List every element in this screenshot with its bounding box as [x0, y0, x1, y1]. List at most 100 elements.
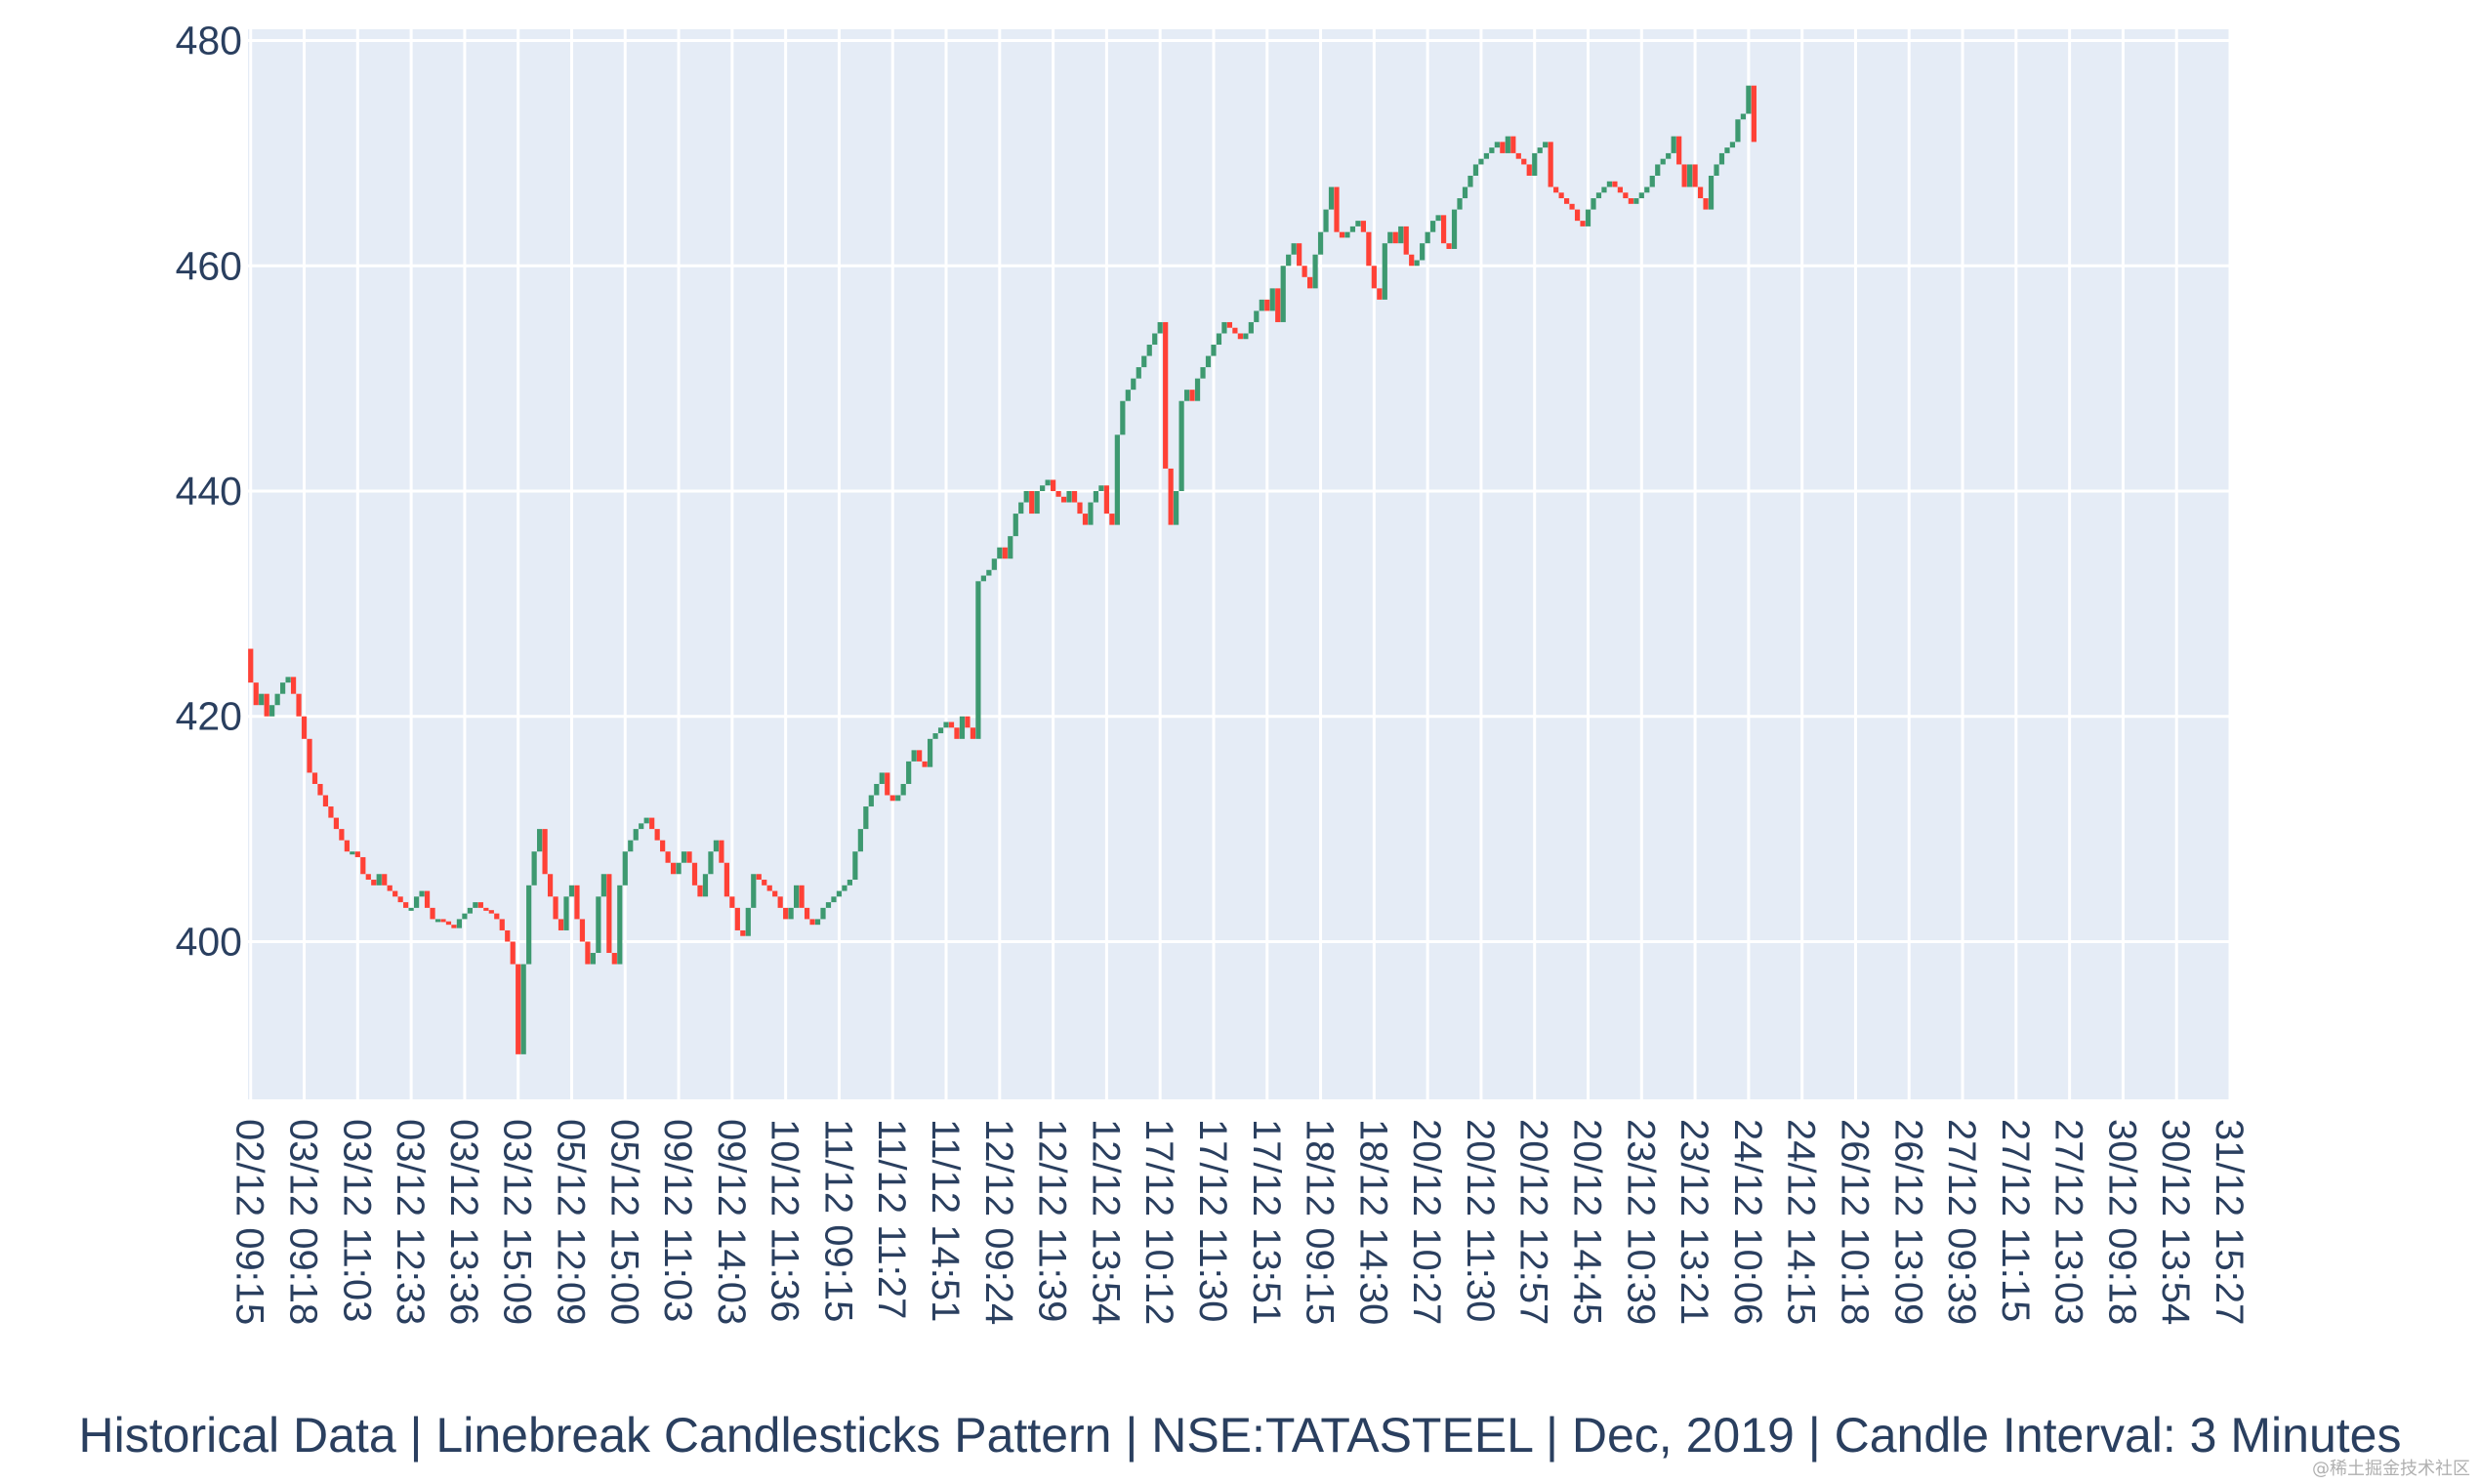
candle-decreasing	[777, 896, 783, 908]
candle-increasing	[1718, 152, 1725, 165]
candle-decreasing	[606, 874, 612, 954]
candle-increasing	[847, 880, 852, 886]
candle-decreasing	[510, 941, 516, 965]
candle-increasing	[1729, 142, 1736, 148]
x-tick-label: 31/12 15:27	[2208, 1119, 2251, 1325]
candle-decreasing	[740, 929, 746, 936]
candle-increasing	[702, 874, 709, 897]
candle-increasing	[1585, 209, 1591, 227]
x-tick-label: 17/12 10:12	[1137, 1119, 1180, 1325]
candle-decreasing	[734, 907, 740, 930]
candle-increasing	[1724, 147, 1730, 153]
candle-decreasing	[1002, 547, 1008, 559]
candles	[248, 85, 1757, 1054]
x-tick-label: 18/12 14:30	[1351, 1119, 1394, 1325]
candle-increasing	[852, 851, 858, 881]
x-tick-label: 20/12 10:27	[1405, 1119, 1448, 1325]
candle-decreasing	[1446, 243, 1452, 249]
candle-decreasing	[1703, 198, 1709, 210]
candle-increasing	[1387, 231, 1393, 244]
plot-background	[248, 29, 2230, 1099]
candle-decreasing	[665, 851, 671, 863]
candle-decreasing	[948, 721, 955, 728]
candle-decreasing	[360, 856, 366, 875]
candle-decreasing	[1055, 491, 1061, 497]
candle-decreasing	[1307, 276, 1313, 289]
candle-decreasing	[579, 919, 586, 942]
candle-increasing	[1451, 209, 1458, 249]
y-tick-label: 480	[176, 19, 242, 63]
candle-decreasing	[585, 941, 591, 965]
candle-increasing	[633, 829, 639, 841]
candle-increasing	[1013, 514, 1018, 537]
candle-decreasing	[1377, 288, 1383, 300]
candle-decreasing	[483, 907, 489, 911]
candle-increasing	[1595, 192, 1602, 199]
candle-increasing	[1157, 321, 1163, 334]
candle-decreasing	[1237, 333, 1243, 340]
x-tick-label: 09/12 11:03	[656, 1119, 699, 1322]
candle-decreasing	[1558, 192, 1564, 199]
x-tick-label: 12/12 13:54	[1084, 1119, 1127, 1325]
candle-decreasing	[1681, 164, 1687, 187]
candle-decreasing	[248, 648, 254, 683]
candle-increasing	[1420, 243, 1426, 261]
candle-decreasing	[1697, 186, 1704, 199]
candle-increasing	[408, 907, 414, 911]
candle-decreasing	[1226, 321, 1233, 328]
candle-decreasing	[1617, 186, 1623, 193]
candle-increasing	[274, 693, 280, 706]
candle-increasing	[467, 907, 473, 914]
candle-increasing	[531, 851, 537, 886]
candle-increasing	[350, 851, 355, 855]
candle-decreasing	[1232, 327, 1238, 334]
candle-increasing	[600, 874, 606, 897]
x-tick-label: 27/12 13:03	[2047, 1119, 2090, 1325]
candle-decreasing	[344, 840, 350, 852]
candle-increasing	[745, 907, 751, 936]
candle-decreasing	[1051, 479, 1056, 492]
candle-increasing	[1259, 299, 1264, 311]
candle-increasing	[1494, 142, 1500, 148]
candle-decreasing	[354, 851, 360, 857]
candle-decreasing	[253, 682, 259, 706]
candle-decreasing	[322, 795, 329, 807]
candle-decreasing	[1574, 209, 1581, 222]
candle-decreasing	[697, 885, 703, 897]
candle-increasing	[1008, 536, 1013, 559]
candle-decreasing	[301, 716, 308, 739]
candle-increasing	[1286, 254, 1292, 267]
candle-decreasing	[809, 919, 815, 926]
candle-decreasing	[1569, 203, 1575, 210]
candle-increasing	[820, 907, 826, 920]
candle-increasing	[1040, 485, 1046, 492]
candle-increasing	[285, 677, 291, 683]
candle-increasing	[1601, 186, 1607, 193]
candle-decreasing	[1628, 198, 1633, 204]
x-tick-label: 26/12 13:09	[1886, 1119, 1929, 1325]
candle-decreasing	[574, 885, 580, 920]
x-tick-label: 11/12 09:15	[816, 1119, 859, 1322]
candle-increasing	[959, 716, 966, 739]
candle-increasing	[708, 851, 714, 875]
candle-increasing	[269, 705, 275, 717]
candle-increasing	[1312, 254, 1318, 289]
chart-title: Historical Data | Linebreak Candlesticks…	[79, 1408, 2402, 1463]
candle-increasing	[863, 806, 869, 830]
candle-decreasing	[1510, 136, 1516, 153]
candle-increasing	[842, 885, 847, 891]
x-tick-label: 03/12 12:33	[389, 1119, 432, 1325]
candle-decreasing	[1500, 142, 1506, 153]
candle-decreasing	[1029, 491, 1035, 515]
candle-decreasing	[723, 862, 729, 897]
candle-increasing	[639, 823, 644, 830]
candle-decreasing	[1334, 186, 1340, 232]
candle-increasing	[1655, 164, 1661, 176]
candle-increasing	[473, 902, 478, 908]
candle-decreasing	[451, 925, 457, 928]
x-tick-label: 26/12 10:18	[1833, 1119, 1876, 1325]
candle-increasing	[1714, 164, 1719, 176]
candle-increasing	[1649, 175, 1655, 187]
candle-decreasing	[499, 919, 505, 930]
